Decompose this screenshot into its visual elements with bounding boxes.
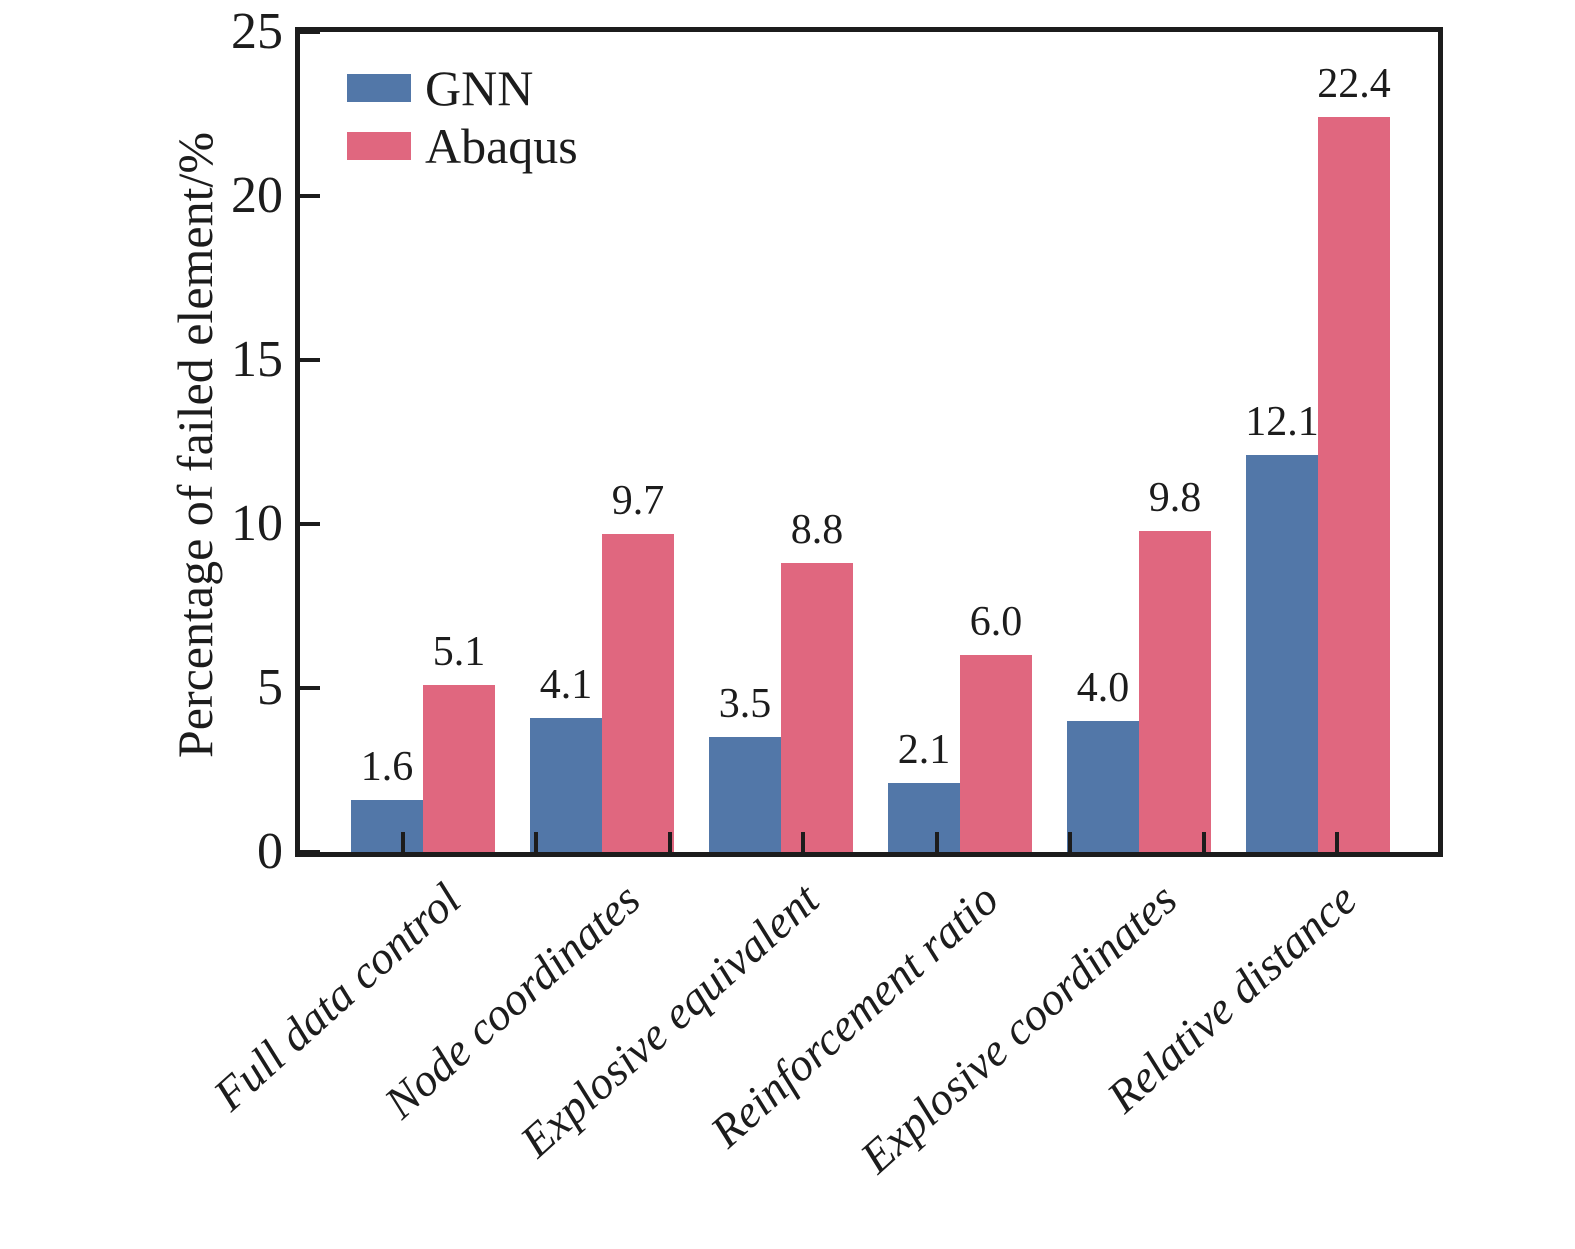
bar-gnn-5 [1067,720,1139,852]
y-tick [300,30,320,34]
bar-value-label: 12.1 [1245,399,1319,446]
bar-value-label: 2.1 [897,727,951,774]
y-tick-label: 5 [257,659,283,716]
bar-value-label: 9.8 [1148,474,1202,521]
bar-value-label: 6.0 [969,599,1023,646]
x-tick [534,832,539,852]
y-tick-label: 0 [257,823,283,880]
bar-value-label: 9.7 [611,477,665,524]
y-tick [300,194,320,198]
bar-value-label: 5.1 [432,628,486,675]
legend-label-abaqus: Abaqus [425,118,578,174]
bar-abaqus-2 [602,533,674,852]
bar-value-label: 22.4 [1317,61,1391,108]
x-tick [1335,832,1339,852]
bar-gnn-2 [530,717,602,852]
bar-abaqus-1 [423,684,495,852]
y-tick-label: 20 [231,167,283,224]
y-tick [300,358,320,362]
bar-gnn-4 [888,783,960,852]
x-tick [801,832,806,852]
x-tick [667,832,672,852]
bar-abaqus-6 [1318,117,1390,852]
bar-gnn-1 [351,799,423,852]
bar-value-label: 1.6 [360,743,414,790]
y-tick [300,686,320,690]
y-tick [300,850,320,854]
legend-swatch-abaqus [347,132,411,160]
bar-value-label: 4.1 [539,661,593,708]
x-category-label: Explosive equivalent [510,873,829,1167]
y-tick [300,522,320,526]
bar-value-label: 3.5 [718,681,772,728]
bar-gnn-3 [709,737,781,852]
x-category-label: Explosive coordinates [850,873,1187,1183]
y-tick-label: 25 [231,3,283,60]
x-tick [1068,832,1073,852]
legend-label-gnn: GNN [425,60,534,116]
y-tick-label: 10 [231,495,283,552]
bar-value-label: 4.0 [1076,664,1130,711]
bar-gnn-6 [1246,455,1318,852]
bar-abaqus-3 [781,563,853,852]
x-tick [934,832,939,852]
bar-abaqus-4 [960,655,1032,852]
legend-swatch-gnn [347,74,411,102]
bar-value-label: 8.8 [790,507,844,554]
x-tick [401,832,405,852]
x-tick [1201,832,1206,852]
y-tick-label: 15 [231,331,283,388]
bar-abaqus-5 [1139,530,1211,852]
